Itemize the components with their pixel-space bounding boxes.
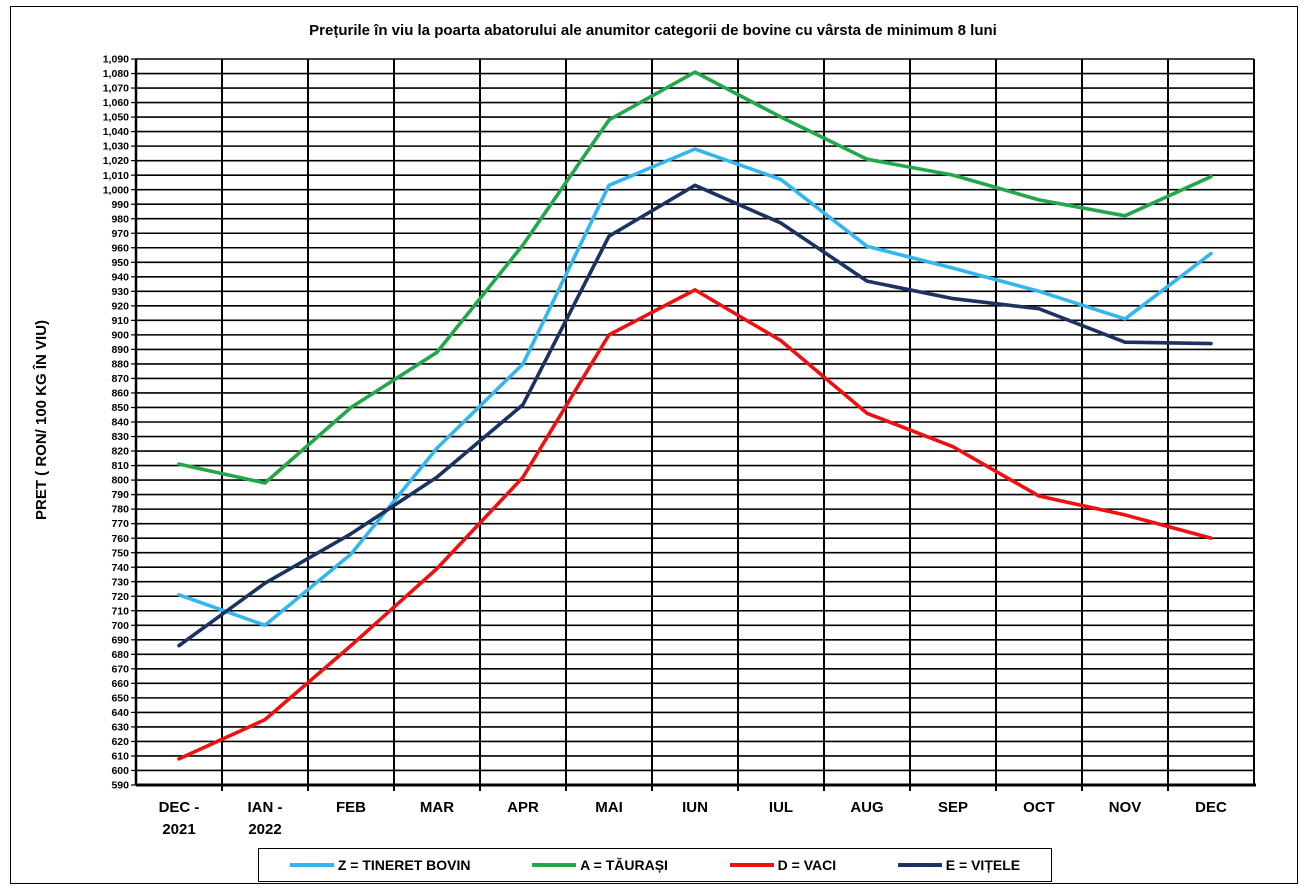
y-tick-label: 640 [111, 707, 129, 719]
x-tick-label: IUL [769, 799, 793, 816]
y-tick-label: 690 [111, 634, 129, 646]
x-tick-label: MAR [420, 799, 454, 816]
legend: Z = TINERET BOVIN A = TĂURAȘI D = VACI E = … [258, 848, 1052, 882]
series-lines [177, 70, 1213, 761]
y-tick-label: 820 [111, 446, 129, 458]
y-tick-label: 600 [111, 765, 129, 777]
y-tick-label: 1,000 [103, 184, 129, 196]
y-tick-label: 1,030 [103, 141, 129, 153]
series-line [177, 147, 1213, 628]
y-tick-label: 630 [111, 722, 129, 734]
series-line [177, 70, 1213, 485]
y-tick-label: 1,010 [103, 170, 129, 182]
y-tick-label: 680 [111, 649, 129, 661]
legend-label: Z = TINERET BOVIN [337, 857, 471, 873]
y-tick-label: 750 [111, 547, 129, 559]
y-tick-label: 950 [111, 257, 129, 269]
y-tick-label: 760 [111, 533, 129, 545]
y-tick-label: 720 [111, 591, 129, 603]
y-tick-label: 940 [111, 271, 129, 283]
y-tick-label: 870 [111, 373, 129, 385]
x-tick-label: IAN -2022 [248, 799, 283, 838]
y-tick-label: 620 [111, 736, 129, 748]
legend-label: A = TĂURAȘI [580, 857, 668, 873]
x-tick-label: IUN [682, 799, 708, 816]
y-axis-title: PRET ( RON/ 100 KG ÎN VIU) [32, 320, 50, 520]
y-tick-label: 590 [111, 780, 129, 792]
x-tick-label: APR [507, 799, 539, 816]
y-tick-label: 970 [111, 228, 129, 240]
legend-swatch [897, 863, 942, 867]
y-tick-label: 920 [111, 300, 129, 312]
y-tick-label: 840 [111, 417, 129, 429]
legend-item: Z = TINERET BOVIN [289, 857, 471, 873]
y-tick-label: 890 [111, 344, 129, 356]
legend-item: A = TĂURAȘI [532, 857, 668, 873]
legend-item: E = VIȚELE [897, 857, 1021, 873]
y-tick-label: 650 [111, 692, 129, 704]
y-axis-tick-labels: 590 600 610 620 630 640 650 660 670 680 690 700 710 7… [103, 54, 129, 792]
y-tick-label: 790 [111, 489, 129, 501]
chart-title: Prețurile în viu la poarta abatorului al… [309, 22, 997, 39]
y-tick-label: 610 [111, 751, 129, 763]
y-tick-label: 850 [111, 402, 129, 414]
x-tick-label: FEB [336, 799, 366, 816]
x-tick-label: DEC [1195, 799, 1227, 816]
x-axis-tick-labels: DEC -2021 IAN -2022 FEB MAR APR MAI IUN IUL AUG S… [159, 799, 1227, 838]
y-tick-label: 660 [111, 678, 129, 690]
y-tick-label: 780 [111, 504, 129, 516]
legend-swatch [729, 863, 774, 867]
x-tick-label: AUG [850, 799, 883, 816]
x-tick-label: SEP [938, 799, 968, 816]
legend-swatch [289, 863, 334, 867]
y-tick-label: 930 [111, 286, 129, 298]
y-tick-label: 990 [111, 199, 129, 211]
x-tick-label: DEC -2021 [159, 799, 200, 838]
y-tick-label: 1,050 [103, 112, 129, 124]
grid-lines [131, 58, 1256, 791]
y-tick-label: 1,090 [103, 54, 129, 66]
y-tick-label: 700 [111, 620, 129, 632]
legend-swatch [532, 863, 577, 867]
series-line [177, 288, 1213, 761]
series-line [177, 183, 1213, 648]
legend-label: D = VACI [777, 857, 837, 873]
x-tick-label: NOV [1109, 799, 1142, 816]
y-tick-label: 770 [111, 518, 129, 530]
y-tick-label: 1,070 [103, 83, 129, 95]
y-tick-label: 670 [111, 663, 129, 675]
x-tick-label: MAI [595, 799, 623, 816]
y-tick-label: 1,060 [103, 97, 129, 109]
y-tick-label: 810 [111, 460, 129, 472]
y-tick-label: 900 [111, 329, 129, 341]
legend-label: E = VIȚELE [945, 857, 1021, 873]
y-tick-label: 880 [111, 359, 129, 371]
legend-item: D = VACI [729, 857, 837, 873]
y-tick-label: 1,080 [103, 68, 129, 80]
x-tick-label: OCT [1023, 799, 1055, 816]
y-tick-label: 910 [111, 315, 129, 327]
y-tick-label: 740 [111, 562, 129, 574]
y-tick-label: 830 [111, 431, 129, 443]
y-tick-label: 1,020 [103, 155, 129, 167]
y-tick-label: 860 [111, 388, 129, 400]
y-tick-label: 960 [111, 242, 129, 254]
y-tick-label: 980 [111, 213, 129, 225]
y-tick-label: 1,040 [103, 126, 129, 138]
y-tick-label: 800 [111, 475, 129, 487]
y-tick-label: 730 [111, 576, 129, 588]
y-tick-label: 710 [111, 605, 129, 617]
